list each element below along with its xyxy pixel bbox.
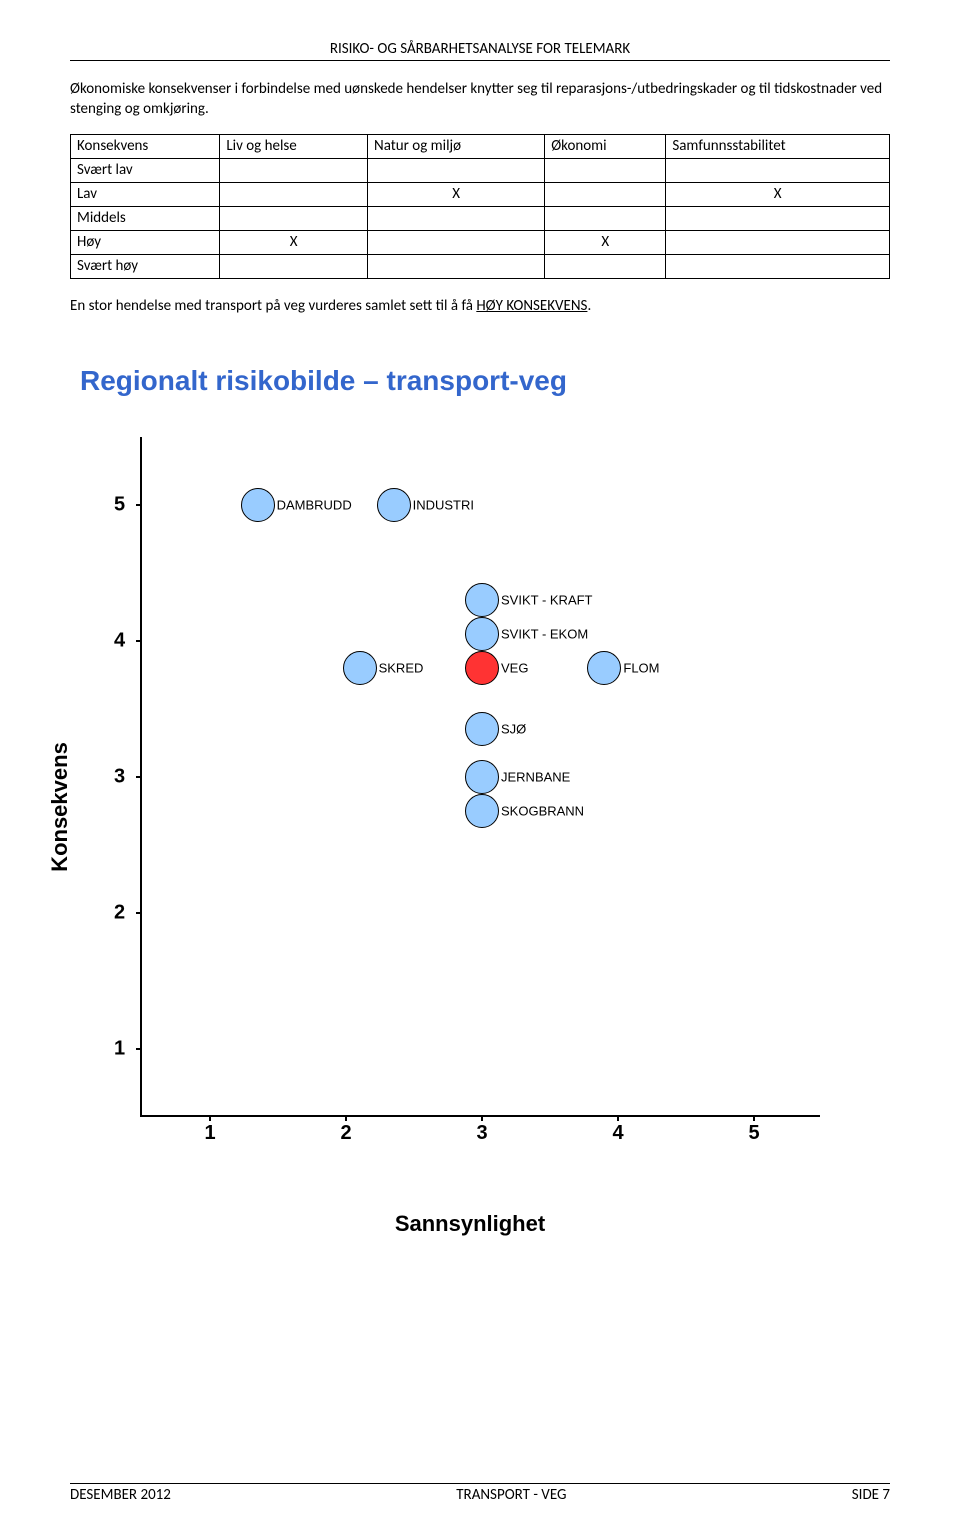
table-cell (545, 206, 666, 230)
x-tick-mark (617, 1115, 619, 1121)
risk-node (465, 583, 499, 617)
risk-node (465, 712, 499, 746)
table-header-cell: Konsekvens (71, 134, 220, 158)
table-cell: X (220, 230, 368, 254)
table-row: Middels (71, 206, 890, 230)
chart-title: Regionalt risikobilde – transport-veg (80, 365, 890, 397)
y-tick: 4 (114, 629, 125, 652)
y-tick: 2 (114, 901, 125, 924)
risk-node (465, 760, 499, 794)
conclusion-underline: HØY KONSEKVENS (476, 297, 587, 315)
table-header-cell: Natur og miljø (368, 134, 545, 158)
y-tick-mark (136, 504, 142, 506)
risk-node (587, 651, 621, 685)
x-tick: 2 (340, 1122, 351, 1145)
risk-node-label: SKOGBRANN (501, 803, 584, 818)
x-axis-label: Sannsynlighet (395, 1211, 545, 1237)
y-tick-mark (136, 776, 142, 778)
x-tick-mark (753, 1115, 755, 1121)
y-tick-mark (136, 1048, 142, 1050)
konsekvens-table: KonsekvensLiv og helseNatur og miljøØkon… (70, 134, 890, 279)
x-tick: 1 (204, 1122, 215, 1145)
y-tick: 3 (114, 765, 125, 788)
risk-node-label: FLOM (623, 660, 659, 675)
row-label: Svært lav (71, 158, 220, 182)
y-tick: 5 (114, 493, 125, 516)
risk-node-label: JERNBANE (501, 769, 570, 784)
table-header-cell: Økonomi (545, 134, 666, 158)
risk-node-label: SVIKT - EKOM (501, 626, 588, 641)
x-tick: 4 (612, 1122, 623, 1145)
y-tick-mark (136, 640, 142, 642)
row-label: Svært høy (71, 254, 220, 278)
footer-right: SIDE 7 (852, 1486, 890, 1504)
footer-left: DESEMBER 2012 (70, 1486, 171, 1504)
risk-node (465, 794, 499, 828)
conclusion-post: . (587, 297, 591, 315)
risk-node-label: SJØ (501, 721, 526, 736)
table-cell (368, 254, 545, 278)
risk-node-label: SKRED (379, 660, 424, 675)
table-cell (368, 206, 545, 230)
risk-node-label: VEG (501, 660, 528, 675)
table-cell (220, 182, 368, 206)
risk-chart: Konsekvens Sannsynlighet 1122334455DAMBR… (80, 427, 860, 1187)
risk-node-label: DAMBRUDD (277, 497, 352, 512)
risk-node (465, 617, 499, 651)
table-cell (220, 254, 368, 278)
table-row: Svært lav (71, 158, 890, 182)
table-cell (666, 206, 890, 230)
y-tick-mark (136, 912, 142, 914)
page-header: RISIKO- OG SÅRBARHETSANALYSE FOR TELEMAR… (70, 40, 890, 61)
conclusion-pre: En stor hendelse med transport på veg vu… (70, 297, 476, 315)
table-cell (545, 254, 666, 278)
table-header-cell: Samfunnsstabilitet (666, 134, 890, 158)
x-tick: 3 (476, 1122, 487, 1145)
x-tick-mark (345, 1115, 347, 1121)
x-tick: 5 (748, 1122, 759, 1145)
table-header-cell: Liv og helse (220, 134, 368, 158)
table-cell (545, 182, 666, 206)
table-cell (220, 206, 368, 230)
y-axis-label: Konsekvens (47, 742, 73, 872)
risk-node (465, 651, 499, 685)
y-tick: 1 (114, 1037, 125, 1060)
table-cell: X (368, 182, 545, 206)
table-cell (368, 158, 545, 182)
page-footer: DESEMBER 2012 TRANSPORT - VEG SIDE 7 (70, 1483, 890, 1504)
risk-node (241, 488, 275, 522)
conclusion-sentence: En stor hendelse med transport på veg vu… (70, 297, 890, 315)
table-row: Svært høy (71, 254, 890, 278)
footer-center: TRANSPORT - VEG (456, 1486, 566, 1504)
table-cell: X (545, 230, 666, 254)
table-cell (545, 158, 666, 182)
table-cell (368, 230, 545, 254)
risk-node-label: INDUSTRI (413, 497, 474, 512)
plot-area: 1122334455DAMBRUDDINDUSTRISVIKT - KRAFTS… (140, 437, 820, 1117)
table-cell (666, 230, 890, 254)
table-cell (220, 158, 368, 182)
risk-node-label: SVIKT - KRAFT (501, 592, 593, 607)
row-label: Lav (71, 182, 220, 206)
intro-paragraph: Økonomiske konsekvenser i forbindelse me… (70, 79, 890, 120)
row-label: Middels (71, 206, 220, 230)
table-cell (666, 254, 890, 278)
table-row: HøyXX (71, 230, 890, 254)
x-tick-mark (209, 1115, 211, 1121)
x-tick-mark (481, 1115, 483, 1121)
table-cell: X (666, 182, 890, 206)
row-label: Høy (71, 230, 220, 254)
risk-node (343, 651, 377, 685)
risk-node (377, 488, 411, 522)
table-cell (666, 158, 890, 182)
table-row: Lav X X (71, 182, 890, 206)
